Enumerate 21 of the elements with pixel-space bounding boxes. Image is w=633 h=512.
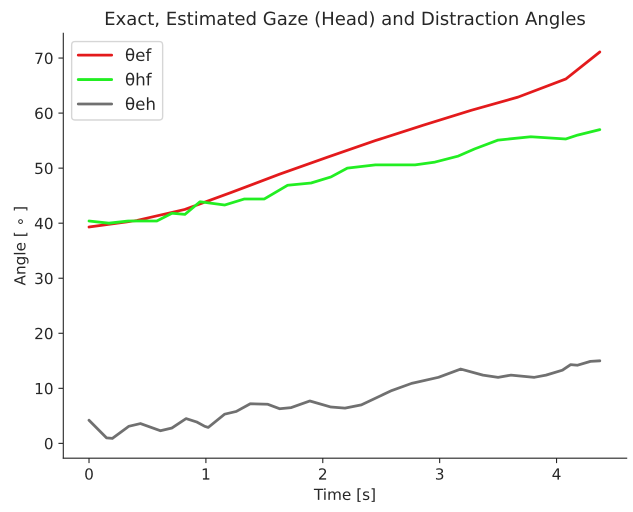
x-tick-label: 2 — [319, 468, 326, 480]
x-tick-label: 0 — [85, 468, 93, 480]
y-tick-label: 20 — [35, 328, 53, 340]
chart-title: Exact, Estimated Gaze (Head) and Distraction Angles — [106, 11, 585, 29]
line-series — [88, 128, 602, 225]
x-axis-title: Time [s] — [314, 488, 375, 502]
y-tick-label: 50 — [35, 162, 53, 174]
legend-label: θeh — [126, 97, 155, 110]
x-tick-label: 3 — [436, 468, 444, 480]
x-tick-label: 1 — [202, 468, 210, 480]
y-tick-label: 60 — [35, 108, 53, 120]
y-tick-label: 30 — [35, 272, 53, 284]
x-tick-label: 4 — [552, 468, 561, 480]
y-axis-title: Angle [ ∘ ] — [14, 207, 29, 286]
y-tick-label: 70 — [35, 52, 53, 64]
y-tick-label: 40 — [34, 218, 53, 230]
y-tick-label: 0 — [44, 438, 53, 450]
legend-label: θef — [126, 48, 152, 62]
y-tick-label: 10 — [36, 382, 53, 394]
line-series — [88, 359, 602, 440]
legend-label: θhf — [126, 72, 152, 86]
